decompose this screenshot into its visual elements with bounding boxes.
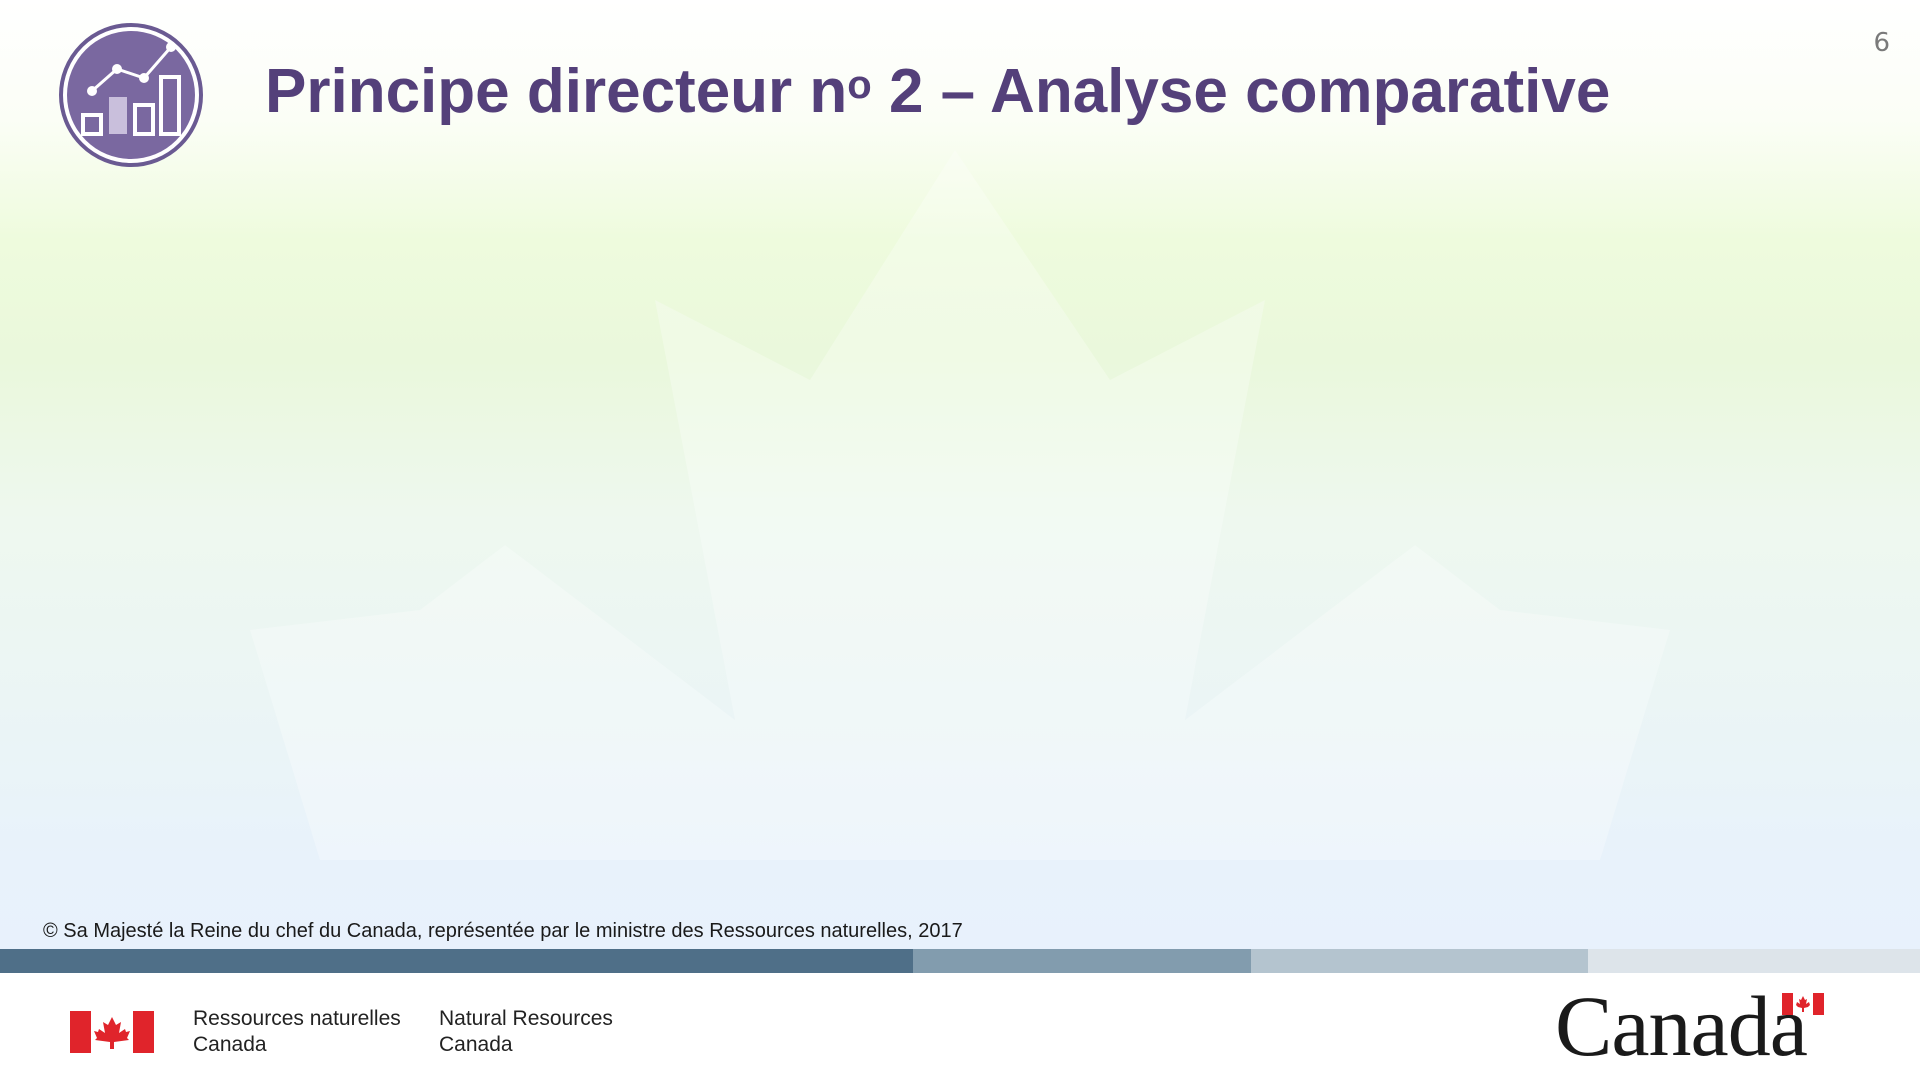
department-name-french: Ressources naturelles Canada [193,1006,401,1058]
footer [0,973,1920,1080]
footer-band-lightest [1588,949,1920,973]
copyright-notice: © Sa Majesté la Reine du chef du Canada,… [43,920,963,942]
title-superscript: o [847,63,872,107]
footer-band-dark [0,949,913,973]
slide-title: Principe directeur no 2 – Analyse compar… [265,56,1610,127]
title-suffix: 2 – Analyse comparative [871,57,1611,126]
title-prefix: Principe directeur n [265,57,848,126]
page-number: 6 [1873,28,1890,58]
footer-band-light [1251,949,1588,973]
department-en-line1: Natural Resources [439,1007,613,1030]
department-fr-line2: Canada [193,1033,267,1056]
wordmark-flag-icon [1782,993,1824,1015]
department-name-english: Natural Resources Canada [439,1006,613,1058]
department-fr-line1: Ressources naturelles [193,1007,401,1030]
canada-flag-icon [70,1011,154,1053]
footer-band-medium [913,949,1251,973]
maple-leaf-watermark [0,0,1920,960]
line-and-bar-chart-icon [59,23,203,167]
department-en-line2: Canada [439,1033,513,1056]
canada-wordmark: Canada [1555,978,1808,1074]
